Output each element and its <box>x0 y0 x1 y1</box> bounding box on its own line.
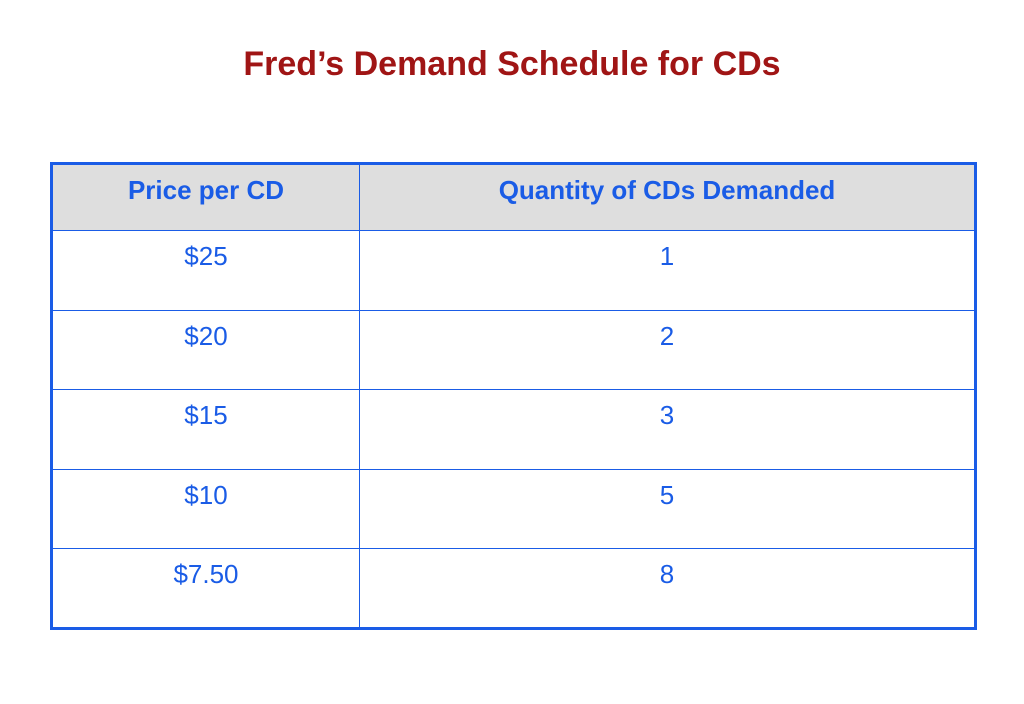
table-row: $7.50 8 <box>51 548 976 629</box>
quantity-cell: 8 <box>359 548 976 629</box>
table-row: $20 2 <box>51 309 976 391</box>
price-cell: $7.50 <box>51 548 360 629</box>
price-cell: $20 <box>51 309 360 391</box>
quantity-cell: 2 <box>359 309 976 391</box>
quantity-cell: 5 <box>359 468 976 550</box>
table-row: $25 1 <box>51 230 976 311</box>
column-header-price: Price per CD <box>51 163 360 231</box>
demand-schedule-table: Price per CD Quantity of CDs Demanded $2… <box>50 162 977 630</box>
quantity-cell: 3 <box>359 389 976 470</box>
table-header-row: Price per CD Quantity of CDs Demanded <box>51 163 976 231</box>
page-title: Fred’s Demand Schedule for CDs <box>243 45 781 83</box>
quantity-cell: 1 <box>359 230 976 311</box>
price-cell: $10 <box>51 468 360 550</box>
table-row: $15 3 <box>51 389 976 470</box>
price-cell: $15 <box>51 389 360 470</box>
column-header-quantity: Quantity of CDs Demanded <box>359 163 976 231</box>
table-row: $10 5 <box>51 468 976 550</box>
price-cell: $25 <box>51 230 360 311</box>
